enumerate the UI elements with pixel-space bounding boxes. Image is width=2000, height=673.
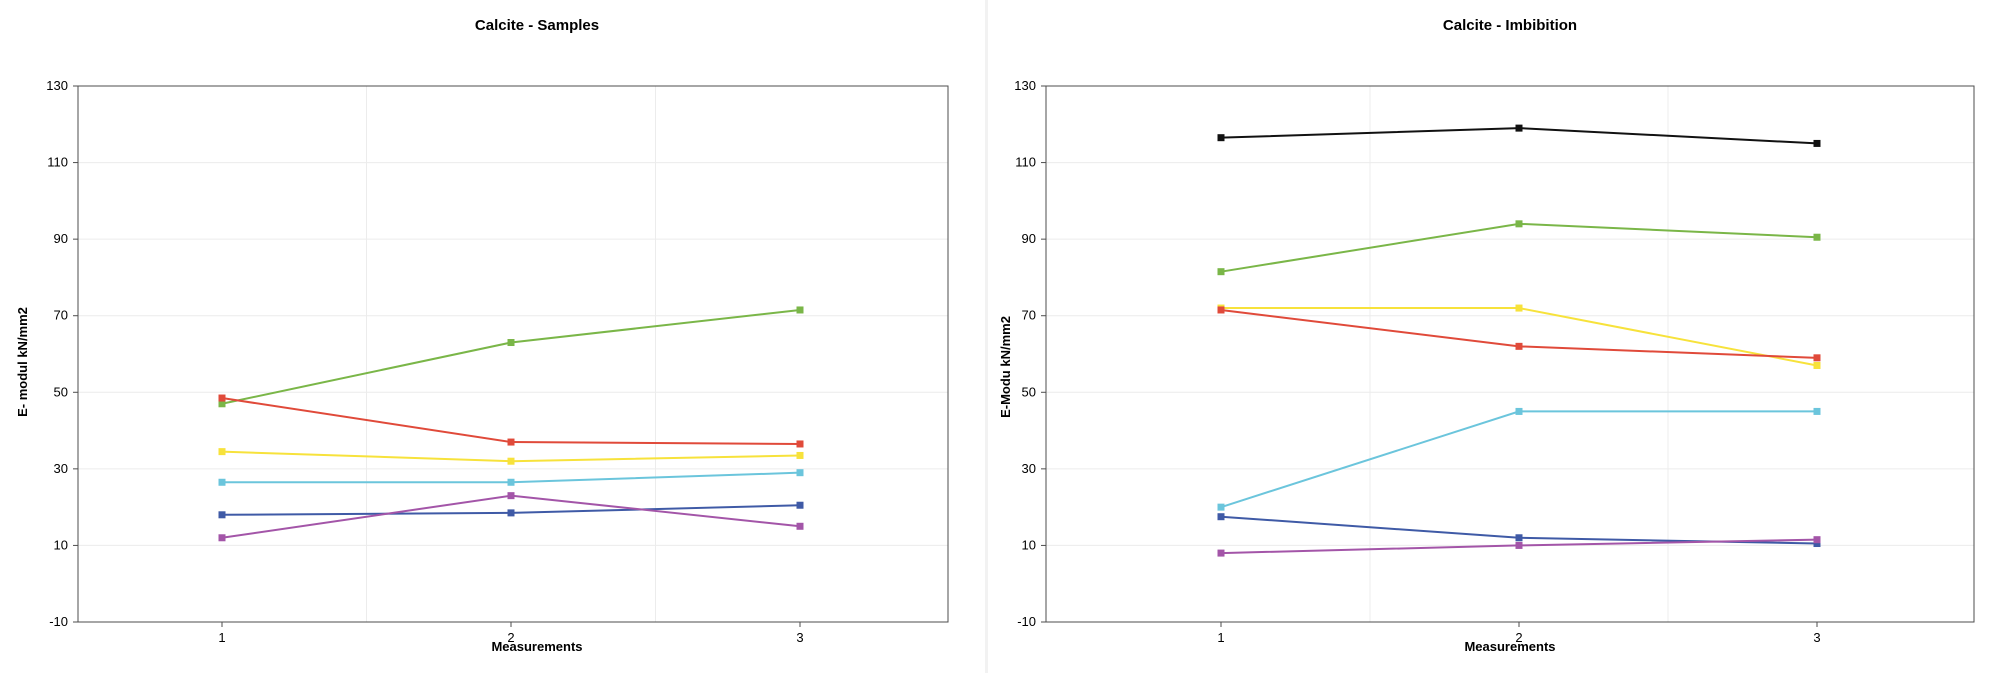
y-axis-label: E-Modu kN/mm2 [998,316,1013,418]
data-point [796,522,804,530]
data-point [1217,503,1225,511]
x-tick-label: 1 [1217,630,1224,645]
data-point [796,501,804,509]
y-tick-label: -10 [49,614,68,629]
grid-lines [78,86,948,622]
series-line [1220,410,1817,509]
x-tick-label: 3 [796,630,803,645]
data-point [507,492,515,500]
data-point [1217,513,1225,521]
y-tick-label: 130 [1014,78,1036,93]
data-point [1217,134,1225,142]
data-point [1515,534,1523,542]
data-point [218,534,226,542]
x-tick-label: 2 [507,630,514,645]
data-point [1813,407,1821,415]
y-tick-label: 90 [1022,231,1036,246]
y-tick-label: 110 [47,155,68,170]
series-2 [218,394,804,448]
data-point [796,306,804,314]
y-axis: -10 10 30 50 70 90 110 130 [1014,78,1046,629]
series-5 [218,501,804,519]
plot-area [1045,85,1975,623]
y-tick-label: 50 [1022,384,1036,399]
x-tick-label: 1 [218,630,225,645]
data-point [1813,139,1821,147]
series-4 [218,469,804,486]
data-point [796,440,804,448]
x-axis: 1 2 3 [1217,622,1821,645]
y-tick-label: 90 [54,231,68,246]
data-point [1515,220,1523,228]
data-point [1217,549,1225,557]
data-point [796,451,804,459]
data-point [218,448,226,456]
series-line [1221,307,1818,367]
data-point [218,511,226,519]
data-point [1515,342,1523,350]
data-point [507,438,515,446]
series-line [221,308,801,405]
data-point [1217,268,1225,276]
series-6 [218,492,804,542]
plot-area [77,85,949,623]
series-3 [1217,304,1821,369]
series-line [1220,308,1818,359]
x-axis-label: Measurements [491,639,582,654]
data-point [507,478,515,486]
series-4 [1217,306,1821,362]
series-5 [1217,407,1821,511]
data-point [1813,354,1821,362]
data-point [1515,124,1523,132]
y-tick-label: 10 [1022,537,1036,552]
series-2 [1217,220,1821,276]
y-tick-label: 130 [46,78,68,93]
y-tick-label: 10 [54,537,68,552]
chart-samples-svg: Calcite - Samples Measurements E- modul … [15,17,949,654]
data-point [1515,304,1523,312]
data-point [507,457,515,465]
data-point [218,400,226,408]
x-axis: 1 2 3 [218,622,804,645]
grid-lines [1046,86,1974,622]
y-axis-label: E- modul kN/mm2 [15,307,30,417]
data-point [1515,407,1523,415]
series-line [221,397,801,445]
series-7 [1217,536,1821,557]
y-axis: -10 10 30 50 70 90 110 130 [46,78,78,629]
y-tick-label: 70 [1022,308,1036,323]
y-tick-label: 30 [54,461,68,476]
data-point [218,478,226,486]
x-tick-label: 2 [1515,630,1522,645]
series-line [1220,222,1818,273]
series-3 [218,448,804,465]
data-point [1813,233,1821,241]
chart-panel-samples: Calcite - Samples Measurements E- modul … [0,0,985,673]
chart-title: Calcite - Samples [475,17,599,34]
x-tick-label: 3 [1813,630,1820,645]
y-tick-label: 50 [54,384,68,399]
y-tick-label: 110 [1015,155,1036,170]
data-point [507,339,515,347]
series-line [221,494,801,539]
data-point [507,509,515,517]
x-axis-label: Measurements [1464,639,1555,654]
chart-imbibition-svg: Calcite - Imbibition Measurements E-Modu… [998,17,1975,654]
data-point [1813,540,1821,548]
data-point [1217,306,1225,314]
y-tick-label: 30 [1022,461,1036,476]
y-tick-label: -10 [1017,614,1036,629]
data-point [218,394,226,402]
series-1 [1217,124,1821,147]
data-point [1515,541,1523,549]
data-point [1813,536,1821,544]
chart-title: Calcite - Imbibition [1443,17,1577,34]
data-point [1813,361,1821,369]
y-tick-label: 70 [54,308,68,323]
chart-panel-imbibition: Calcite - Imbibition Measurements E-Modu… [988,0,2000,673]
data-point [796,469,804,477]
panel-divider [985,0,988,673]
series-1 [218,306,804,408]
